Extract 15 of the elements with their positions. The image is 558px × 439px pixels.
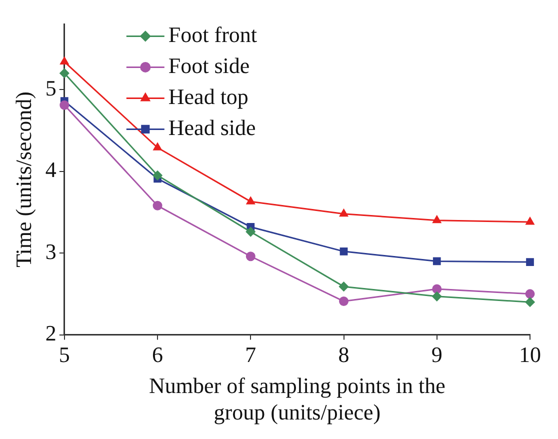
- y-tick-label: 4: [45, 157, 56, 182]
- x-tick-label: 7: [245, 342, 256, 367]
- y-tick-label: 2: [45, 320, 56, 346]
- legend-label: Head top: [168, 84, 248, 109]
- legend-label: Foot side: [168, 52, 250, 78]
- legend-label: Head side: [168, 114, 256, 140]
- y-tick-label: 3: [45, 238, 56, 264]
- y-axis-title: Time (units/second): [10, 92, 36, 268]
- x-tick-label: 10: [519, 342, 541, 367]
- legend-label: Foot front: [168, 22, 258, 47]
- x-axis-title: Number of sampling points in the group (units/piece): [149, 373, 446, 425]
- x-tick-label: 8: [338, 342, 350, 367]
- x-tick-label: 6: [152, 342, 164, 367]
- x-tick-label: 9: [431, 342, 442, 367]
- y-tick-label: 5: [45, 75, 56, 100]
